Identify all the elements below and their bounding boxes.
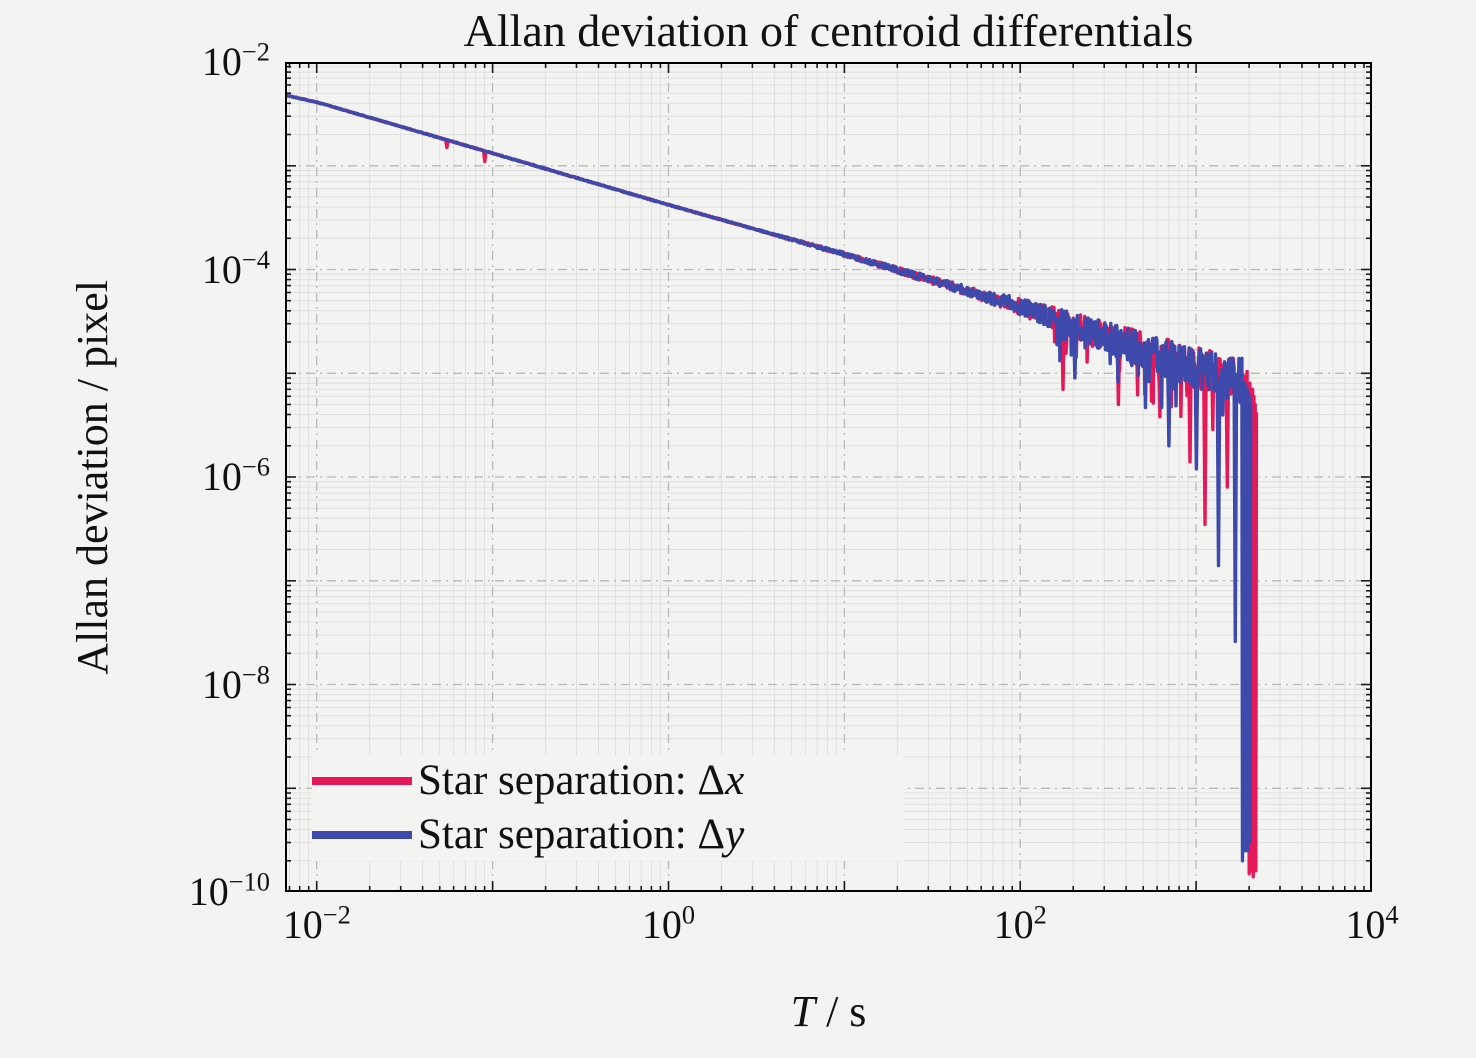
y-tick-label: 10−8: [201, 659, 270, 707]
legend: Star separation: Δx Star separation: Δy: [312, 755, 904, 861]
legend-line-dy: [312, 831, 412, 839]
x-axis-label-variable: T: [790, 987, 816, 1036]
legend-line-dx: [312, 777, 412, 785]
plot-area: [285, 62, 1372, 892]
y-tick-label: 10−4: [201, 244, 270, 292]
y-axis-label: Allan deviation / pixel: [67, 279, 117, 675]
axes-frame: [285, 62, 1372, 892]
y-tick-label: 10−2: [201, 36, 270, 84]
legend-label-dx: Star separation: Δx: [418, 757, 745, 804]
x-tick-label: 10−2: [282, 899, 351, 947]
y-tick-label: 10−6: [201, 451, 270, 499]
x-tick-label: 104: [1345, 899, 1399, 947]
x-axis-label-units: / s: [815, 987, 867, 1036]
x-axis-label: T / s: [285, 986, 1372, 1037]
series-dy-path: [285, 93, 1253, 863]
y-tick-label: 10−10: [188, 866, 270, 914]
series-paths: [285, 93, 1259, 879]
legend-entry-dy: Star separation: Δy: [312, 811, 904, 859]
x-tick-label: 100: [641, 899, 696, 947]
y-axis-label-wrap: Allan deviation / pixel: [62, 62, 122, 892]
x-tick-label: 102: [993, 899, 1047, 947]
chart-title: Allan deviation of centroid differential…: [463, 5, 1194, 56]
plot-svg: [285, 62, 1372, 892]
legend-label-dy: Star separation: Δy: [418, 811, 745, 858]
legend-entry-dx: Star separation: Δx: [312, 757, 904, 805]
